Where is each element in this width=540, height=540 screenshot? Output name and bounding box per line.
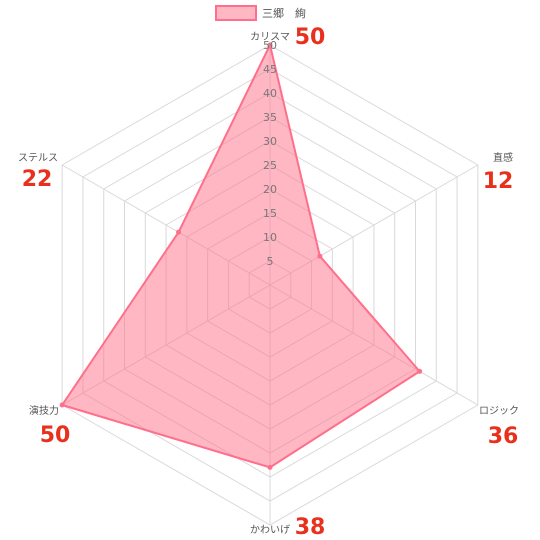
category-label: ステルス bbox=[18, 153, 58, 164]
legend-swatch bbox=[215, 5, 257, 21]
value-label: 50 bbox=[40, 423, 71, 448]
r-tick-label: 5 bbox=[267, 255, 274, 268]
category-label: かわいげ bbox=[250, 524, 290, 536]
category-label: カリスマ bbox=[250, 31, 290, 43]
value-label: 12 bbox=[483, 169, 514, 194]
r-tick-label: 25 bbox=[263, 159, 277, 172]
plot bbox=[59, 42, 423, 470]
r-tick-label: 50 bbox=[263, 39, 277, 52]
data-point bbox=[267, 464, 273, 470]
r-tick-label: 40 bbox=[263, 87, 277, 100]
data-point bbox=[59, 402, 65, 408]
value-label: 36 bbox=[488, 424, 519, 449]
r-tick-label: 10 bbox=[263, 231, 277, 244]
value-label: 38 bbox=[295, 515, 326, 540]
data-point bbox=[176, 229, 182, 235]
r-tick-label: 45 bbox=[263, 63, 277, 76]
r-tick-label: 15 bbox=[263, 207, 277, 220]
r-tick-label: 20 bbox=[263, 183, 277, 196]
value-label: 50 bbox=[295, 25, 326, 50]
r-tick-label: 35 bbox=[263, 111, 277, 124]
category-label: 直感 bbox=[493, 151, 513, 164]
series-area bbox=[60, 42, 422, 469]
data-point bbox=[417, 368, 423, 374]
r-tick-label: 30 bbox=[263, 135, 277, 148]
data-point bbox=[317, 253, 323, 259]
legend-label: 三郷 絢 bbox=[262, 6, 306, 20]
data-point bbox=[267, 42, 273, 48]
category-label: 演技力 bbox=[29, 404, 59, 417]
value-label: 22 bbox=[22, 167, 53, 192]
category-label: ロジック bbox=[479, 405, 519, 417]
